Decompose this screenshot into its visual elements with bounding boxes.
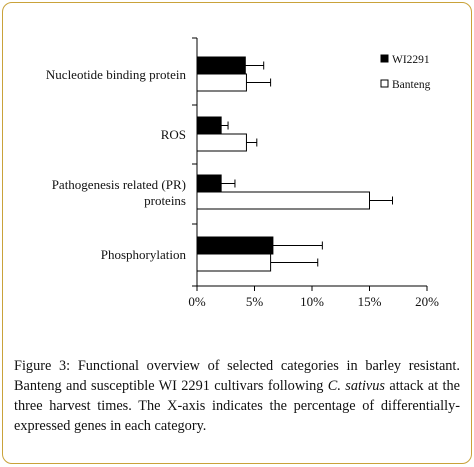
category-label: Nucleotide binding protein (46, 67, 187, 82)
bar-wi2291 (196, 174, 222, 193)
bar-wi2291 (196, 236, 274, 255)
legend-swatch (380, 54, 389, 63)
x-tick-label: 15% (358, 294, 382, 309)
x-tick-label: 0% (188, 294, 206, 309)
bar-banteng (196, 133, 247, 152)
caption-label: Figure 3: (14, 358, 71, 374)
figure-caption: Figure 3: Functional overview of selecte… (14, 356, 460, 436)
bar-banteng (196, 253, 272, 272)
x-tick-label: 10% (300, 294, 324, 309)
caption-text-1: Functional overview of selected categori… (14, 358, 460, 394)
bar-chart: 0% 5% 10% 15% 20% Nucleotide binding protein R… (46, 37, 439, 309)
legend-label: WI2291 (392, 54, 430, 66)
legend-label: Banteng (392, 79, 431, 91)
x-tick-label: 5% (246, 294, 264, 309)
bar-wi2291 (196, 116, 222, 135)
caption-text-2: attack at the three harvest times. The X… (14, 378, 461, 434)
category-label: Pathogenesis related (PR) (52, 177, 186, 192)
category-label: proteins (144, 193, 186, 208)
caption-italic-species: C. sativus (327, 378, 385, 394)
legend-swatch (380, 79, 389, 88)
bar-banteng (196, 73, 247, 92)
category-label: ROS (161, 127, 186, 142)
x-tick-label: 20% (415, 294, 439, 309)
category-label: Phosphorylation (101, 247, 187, 262)
bar-banteng (196, 191, 370, 210)
bar-wi2291 (196, 56, 246, 75)
